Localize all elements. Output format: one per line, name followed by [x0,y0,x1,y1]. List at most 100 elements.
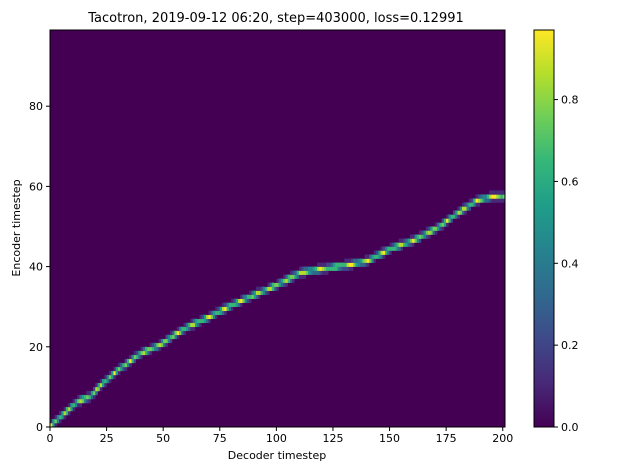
heatmap-cell [301,266,304,271]
heatmap-cell [174,334,178,340]
heatmap-cell [303,270,307,275]
heatmap-cell [471,206,474,211]
heatmap-cell [269,290,273,295]
heatmap-cell [326,266,329,271]
heatmap-cell [140,354,144,360]
heatmap-cell [147,350,150,356]
heatmap-cell [117,362,121,368]
heatmap-cell [81,394,85,400]
heatmap-cell [253,294,257,299]
heatmap-cell [165,338,169,344]
heatmap-cell [102,382,105,388]
heatmap-cell [418,234,422,239]
heatmap-cell [147,346,150,352]
heatmap-cell [255,286,259,291]
heatmap-cell [217,314,221,320]
heatmap-cell [489,190,492,195]
heatmap-cell [450,210,454,215]
heatmap-cell [61,410,64,416]
heatmap-cell [231,302,234,307]
heatmap-cell [244,294,248,299]
heatmap-cell [330,262,334,267]
heatmap-cell [346,258,350,263]
heatmap-cell [224,310,227,316]
heatmap-cell [409,242,413,247]
heatmap-cell [461,202,465,207]
heatmap-cell [179,326,182,332]
heatmap-cell [500,198,504,203]
heatmap-cell [375,250,379,255]
heatmap-cell [111,370,114,376]
heatmap-cell [158,346,162,352]
heatmap-cell [169,334,173,340]
heatmap-cell [136,358,139,364]
heatmap-cell [428,226,431,231]
heatmap-cell [138,350,141,356]
heatmap-cell [468,202,472,207]
heatmap-cell [353,266,356,271]
heatmap-cell [194,318,198,324]
heatmap-cell [181,326,184,332]
heatmap-cell [319,270,322,275]
heatmap-cell [446,222,449,227]
heatmap-cell [113,370,116,376]
heatmap-cell [145,350,148,356]
heatmap-cell [222,310,225,316]
heatmap-cell [104,378,107,384]
heatmap-cell [97,386,101,392]
heatmap-cell [122,358,126,364]
heatmap-cell [382,246,386,251]
heatmap-cell [414,238,418,243]
heatmap-cell [235,298,239,303]
heatmap-cell [88,398,92,404]
heatmap-cell [493,194,497,199]
heatmap-cell [486,198,490,203]
heatmap-cell [332,266,336,271]
heatmap-cell [136,350,139,356]
heatmap-cell [251,294,255,299]
heatmap-cell [244,298,248,303]
heatmap-cell [317,262,320,267]
heatmap-cell [203,314,207,320]
heatmap-cell [115,370,119,376]
heatmap-cell [86,394,89,400]
heatmap-cell [459,210,463,215]
y-tick-label: 0 [36,421,43,434]
heatmap-cell [77,402,80,408]
heatmap-cell [283,278,286,283]
heatmap-cell [387,250,390,255]
heatmap-cell [498,194,501,199]
heatmap-cell [192,318,196,324]
y-tick-label: 20 [29,341,43,354]
heatmap-cell [391,250,395,255]
heatmap-cell [412,234,415,239]
heatmap-cell [299,274,302,279]
heatmap-cell [237,298,241,303]
heatmap-cell [210,314,214,320]
heatmap-cell [122,366,126,372]
heatmap-cell [355,262,359,267]
heatmap-cell [54,414,58,420]
heatmap-cell [405,242,408,247]
heatmap-cell [253,290,257,295]
heatmap-cell [267,282,270,287]
heatmap-cell [124,362,128,368]
heatmap-cell [142,350,146,356]
heatmap-cell [464,206,467,211]
heatmap-cell [222,306,225,312]
heatmap-cell [389,242,393,247]
heatmap-cell [260,286,264,291]
heatmap-cell [452,210,456,215]
heatmap-cell [364,262,368,267]
heatmap-cell [312,270,316,275]
heatmap-cell [269,286,273,291]
heatmap-cell [296,274,300,279]
heatmap-cell [237,302,241,307]
heatmap-cell [391,242,395,247]
heatmap-cell [249,298,252,303]
heatmap-cell [428,234,431,239]
heatmap-cell [240,302,243,307]
heatmap-cell [328,266,331,271]
heatmap-cell [455,210,458,215]
heatmap-cell [425,234,429,239]
